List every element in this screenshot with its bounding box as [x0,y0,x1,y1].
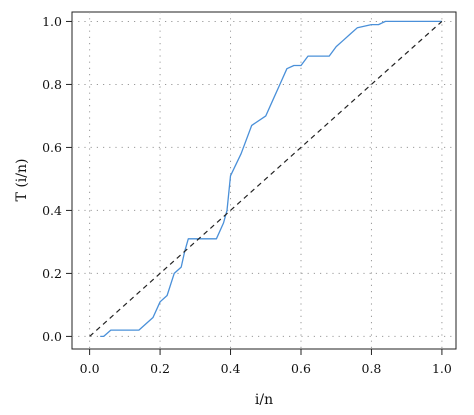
y-tick-label: 1.0 [42,14,62,29]
x-axis-title: i/n [255,392,273,408]
series-layer [89,20,443,338]
grid [72,12,456,349]
y-axis-title: T (i/n) [14,159,30,202]
series-line [100,20,442,338]
x-tick-label: 0.4 [221,361,241,376]
x-tick-label: 0.0 [80,361,100,376]
plot-frame [71,11,457,350]
y-tick-label: 0.8 [42,77,62,92]
y-tick-label: 0.0 [42,329,62,344]
x-axis: 0.0 0.2 0.4 0.6 0.8 1.0 [80,349,452,376]
x-tick-label: 0.6 [291,361,311,376]
x-tick-label: 1.0 [432,361,452,376]
y-tick-label: 0.6 [42,140,62,155]
x-tick-label: 0.8 [362,361,382,376]
y-axis: 0.0 0.2 0.4 0.6 0.8 1.0 [42,14,72,344]
x-tick-label: 0.2 [150,361,170,376]
y-tick-label: 0.4 [42,203,62,218]
y-tick-label: 0.2 [42,266,62,281]
reference-diagonal-line [89,20,443,337]
